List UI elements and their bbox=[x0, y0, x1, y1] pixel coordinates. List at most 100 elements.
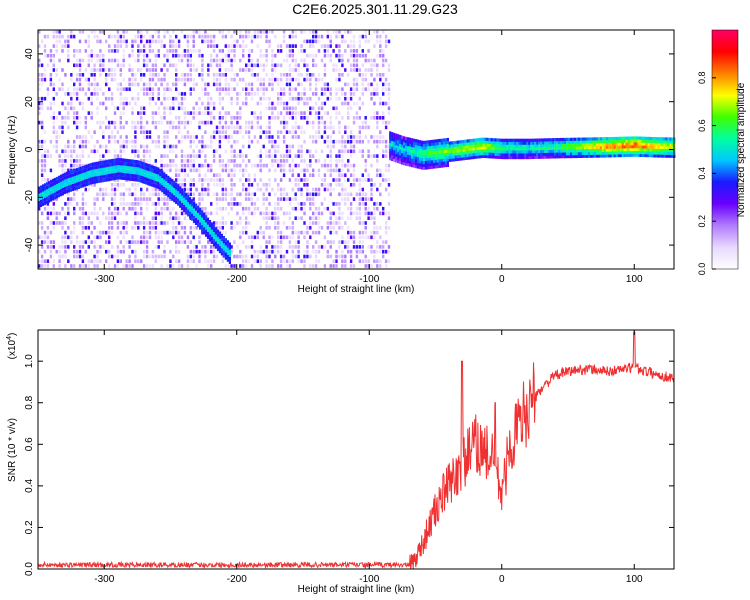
heatmap-cell bbox=[212, 101, 216, 106]
heatmap-cell bbox=[75, 175, 78, 179]
heatmap-cell bbox=[116, 254, 120, 259]
heatmap-cell bbox=[428, 160, 432, 164]
heatmap-cell bbox=[323, 92, 327, 96]
heatmap-cell bbox=[75, 249, 79, 254]
x-tick-label: 0 bbox=[499, 574, 505, 585]
heatmap-cell bbox=[361, 221, 364, 225]
heatmap-cell bbox=[75, 240, 79, 244]
heatmap-cell bbox=[183, 190, 186, 195]
heatmap-cell bbox=[84, 226, 87, 230]
heatmap-cell bbox=[338, 183, 341, 187]
heatmap-cell bbox=[498, 155, 501, 159]
heatmap-cell bbox=[125, 202, 128, 206]
heatmap-cell bbox=[247, 259, 251, 263]
heatmap-cell bbox=[113, 139, 117, 144]
heatmap-cell bbox=[180, 168, 184, 173]
heatmap-cell bbox=[347, 159, 350, 163]
heatmap-cell bbox=[364, 34, 367, 39]
heatmap-cell bbox=[288, 235, 292, 240]
heatmap-cell bbox=[637, 150, 640, 154]
heatmap-cell bbox=[204, 144, 207, 149]
heatmap-cell bbox=[230, 168, 233, 173]
heatmap-cell bbox=[361, 49, 364, 53]
heatmap-cell bbox=[314, 206, 318, 211]
heatmap-cell bbox=[122, 149, 125, 154]
heatmap-cell bbox=[474, 147, 477, 151]
heatmap-cell bbox=[145, 92, 149, 96]
heatmap-cell bbox=[102, 68, 105, 72]
heatmap-cell bbox=[358, 106, 361, 111]
heatmap-cell bbox=[393, 152, 396, 156]
heatmap-cell bbox=[224, 192, 227, 197]
heatmap-cell bbox=[259, 30, 262, 34]
heatmap-cell bbox=[317, 34, 321, 39]
heatmap-cell bbox=[99, 179, 102, 183]
heatmap-cell bbox=[38, 159, 41, 163]
heatmap-cell bbox=[341, 39, 344, 44]
heatmap-cell bbox=[43, 178, 47, 182]
heatmap-cell bbox=[40, 264, 44, 268]
heatmap-cell bbox=[430, 165, 434, 169]
heatmap-cell bbox=[67, 174, 70, 179]
heatmap-cell bbox=[78, 135, 82, 139]
heatmap-cell bbox=[291, 235, 294, 240]
heatmap-cell bbox=[347, 168, 350, 173]
heatmap-cell bbox=[426, 146, 430, 150]
heatmap-cell bbox=[163, 144, 166, 149]
heatmap-cell bbox=[242, 101, 245, 106]
heatmap-cell bbox=[134, 221, 137, 225]
heatmap-cell bbox=[40, 240, 44, 244]
heatmap-cell bbox=[110, 58, 114, 63]
heatmap-cell bbox=[119, 68, 122, 72]
heatmap-cell bbox=[361, 53, 364, 58]
heatmap-cell bbox=[245, 130, 248, 134]
heatmap-cell bbox=[317, 230, 321, 235]
heatmap-cell bbox=[148, 58, 152, 63]
heatmap-cell bbox=[46, 182, 49, 186]
heatmap-cell bbox=[472, 147, 475, 151]
heatmap-cell bbox=[597, 137, 600, 141]
heatmap-cell bbox=[103, 167, 106, 172]
heatmap-cell bbox=[128, 192, 131, 197]
heatmap-cell bbox=[123, 165, 126, 170]
heatmap-cell bbox=[621, 153, 624, 158]
heatmap-cell bbox=[207, 144, 210, 149]
heatmap-cell bbox=[379, 34, 382, 39]
heatmap-cell bbox=[279, 192, 283, 197]
heatmap-cell bbox=[166, 130, 169, 134]
heatmap-cell bbox=[61, 184, 64, 188]
heatmap-cell bbox=[462, 142, 465, 146]
heatmap-cell bbox=[128, 240, 131, 244]
heatmap-cell bbox=[147, 174, 150, 179]
heatmap-cell bbox=[67, 185, 70, 189]
heatmap-cell bbox=[226, 247, 229, 252]
heatmap-cell bbox=[593, 137, 596, 141]
heatmap-cell bbox=[131, 82, 134, 87]
heatmap-cell bbox=[159, 176, 162, 180]
heatmap-cell bbox=[137, 202, 140, 206]
heatmap-cell bbox=[131, 149, 134, 154]
heatmap-cell bbox=[458, 151, 461, 155]
heatmap-cell bbox=[123, 158, 126, 163]
heatmap-cell bbox=[352, 39, 356, 44]
heatmap-cell bbox=[224, 135, 227, 139]
heatmap-cell bbox=[204, 82, 207, 87]
heatmap-cell bbox=[384, 101, 388, 106]
heatmap-cell bbox=[77, 171, 80, 175]
heatmap-cell bbox=[38, 30, 41, 34]
heatmap-cell bbox=[361, 73, 364, 77]
heatmap-cell bbox=[131, 206, 134, 211]
heatmap-cell bbox=[195, 226, 198, 230]
heatmap-cell bbox=[108, 149, 111, 154]
heatmap-cell bbox=[480, 154, 483, 159]
heatmap-cell bbox=[85, 171, 88, 176]
heatmap-cell bbox=[137, 82, 140, 87]
heatmap-cell bbox=[189, 187, 192, 192]
heatmap-cell bbox=[550, 138, 553, 142]
heatmap-cell bbox=[108, 235, 111, 240]
heatmap-cell bbox=[426, 148, 430, 153]
heatmap-cell bbox=[148, 49, 152, 53]
heatmap-cell bbox=[329, 154, 332, 158]
heatmap-cell bbox=[40, 73, 44, 77]
heatmap-cell bbox=[87, 77, 90, 82]
